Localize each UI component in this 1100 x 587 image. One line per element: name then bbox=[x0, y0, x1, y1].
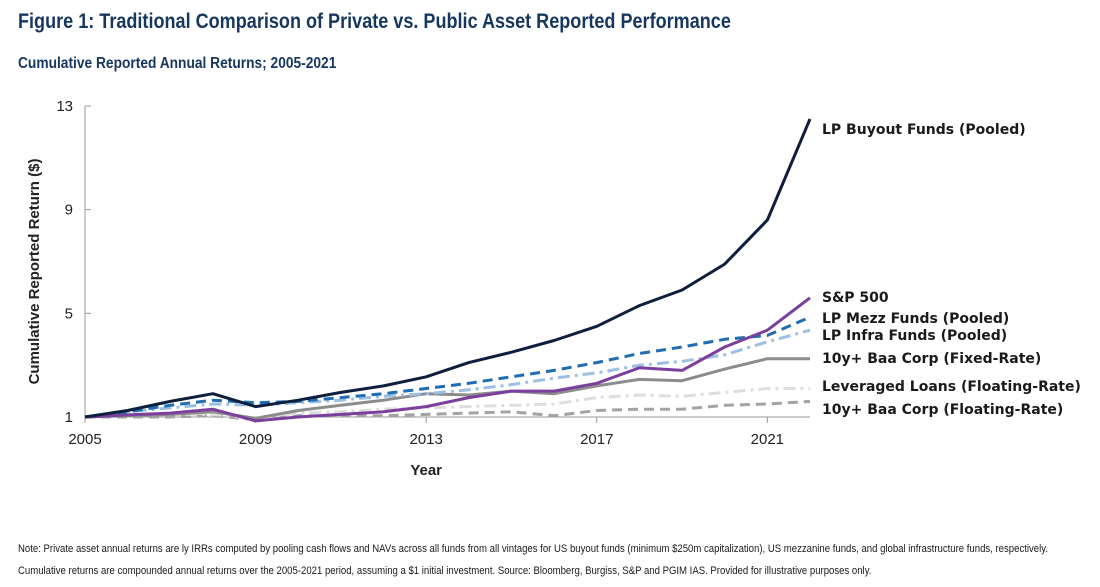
chart-title: Figure 1: Traditional Comparison of Priv… bbox=[18, 10, 731, 33]
y-tick-label: 13 bbox=[56, 98, 73, 115]
series-line-lp-infra-funds-pooled bbox=[84, 328, 811, 419]
series-label-leveraged-loans-floating-rate: Leveraged Loans (Floating-Rate) bbox=[822, 379, 1081, 395]
line-chart: 1 5 9 13 2005 2009 2013 2017 2021 LP Buyout Fund… bbox=[26, 98, 1081, 479]
footnote: Note: Private asset annual returns are l… bbox=[18, 538, 1048, 582]
axes: 1 5 9 13 2005 2009 2013 2017 2021 bbox=[56, 98, 810, 448]
y-tick-label: 9 bbox=[65, 202, 73, 219]
series-line-lp-buyout-funds-pooled bbox=[84, 118, 812, 419]
series-label-lp-buyout-funds-pooled: LP Buyout Funds (Pooled) bbox=[822, 122, 1026, 138]
series-label-lp-infra-funds-pooled: LP Infra Funds (Pooled) bbox=[822, 328, 1007, 344]
series-line-10y-baa-corp-floating-rate bbox=[85, 399, 811, 422]
x-tick-label: 2009 bbox=[239, 431, 272, 448]
x-tick-label: 2017 bbox=[580, 431, 613, 448]
chart-subtitle: Cumulative Reported Annual Returns; 2005… bbox=[18, 55, 337, 72]
series-labels: LP Buyout Funds (Pooled) S&P 500 LP Mezz F… bbox=[822, 122, 1081, 418]
x-axis-label: Year bbox=[410, 462, 442, 479]
footnote-line-1: Note: Private asset annual returns are l… bbox=[18, 543, 1048, 555]
series-label-lp-mezz-funds-pooled: LP Mezz Funds (Pooled) bbox=[822, 311, 1009, 327]
x-tick-label: 2013 bbox=[409, 431, 442, 448]
footnote-line-2: Cumulative returns are compounded annual… bbox=[18, 565, 872, 577]
y-axis-label: Cumulative Reported Return ($) bbox=[26, 159, 43, 385]
x-tick-label: 2005 bbox=[68, 431, 101, 448]
y-tick-label: 5 bbox=[65, 305, 73, 322]
series-label-s-p-500: S&P 500 bbox=[822, 290, 889, 306]
series-label-10y-baa-corp-fixed-rate: 10y+ Baa Corp (Fixed-Rate) bbox=[822, 351, 1041, 367]
series-line-leveraged-loans-floating-rate bbox=[84, 387, 810, 420]
x-tick-label: 2021 bbox=[751, 431, 784, 448]
series-lines bbox=[84, 118, 812, 423]
y-tick-label: 1 bbox=[65, 409, 73, 426]
series-line-s-p-500 bbox=[84, 296, 811, 423]
series-line-10y-baa-corp-fixed-rate bbox=[84, 357, 810, 420]
series-label-10y-baa-corp-floating-rate: 10y+ Baa Corp (Floating-Rate) bbox=[822, 402, 1063, 418]
series-line-lp-mezz-funds-pooled bbox=[84, 315, 811, 419]
